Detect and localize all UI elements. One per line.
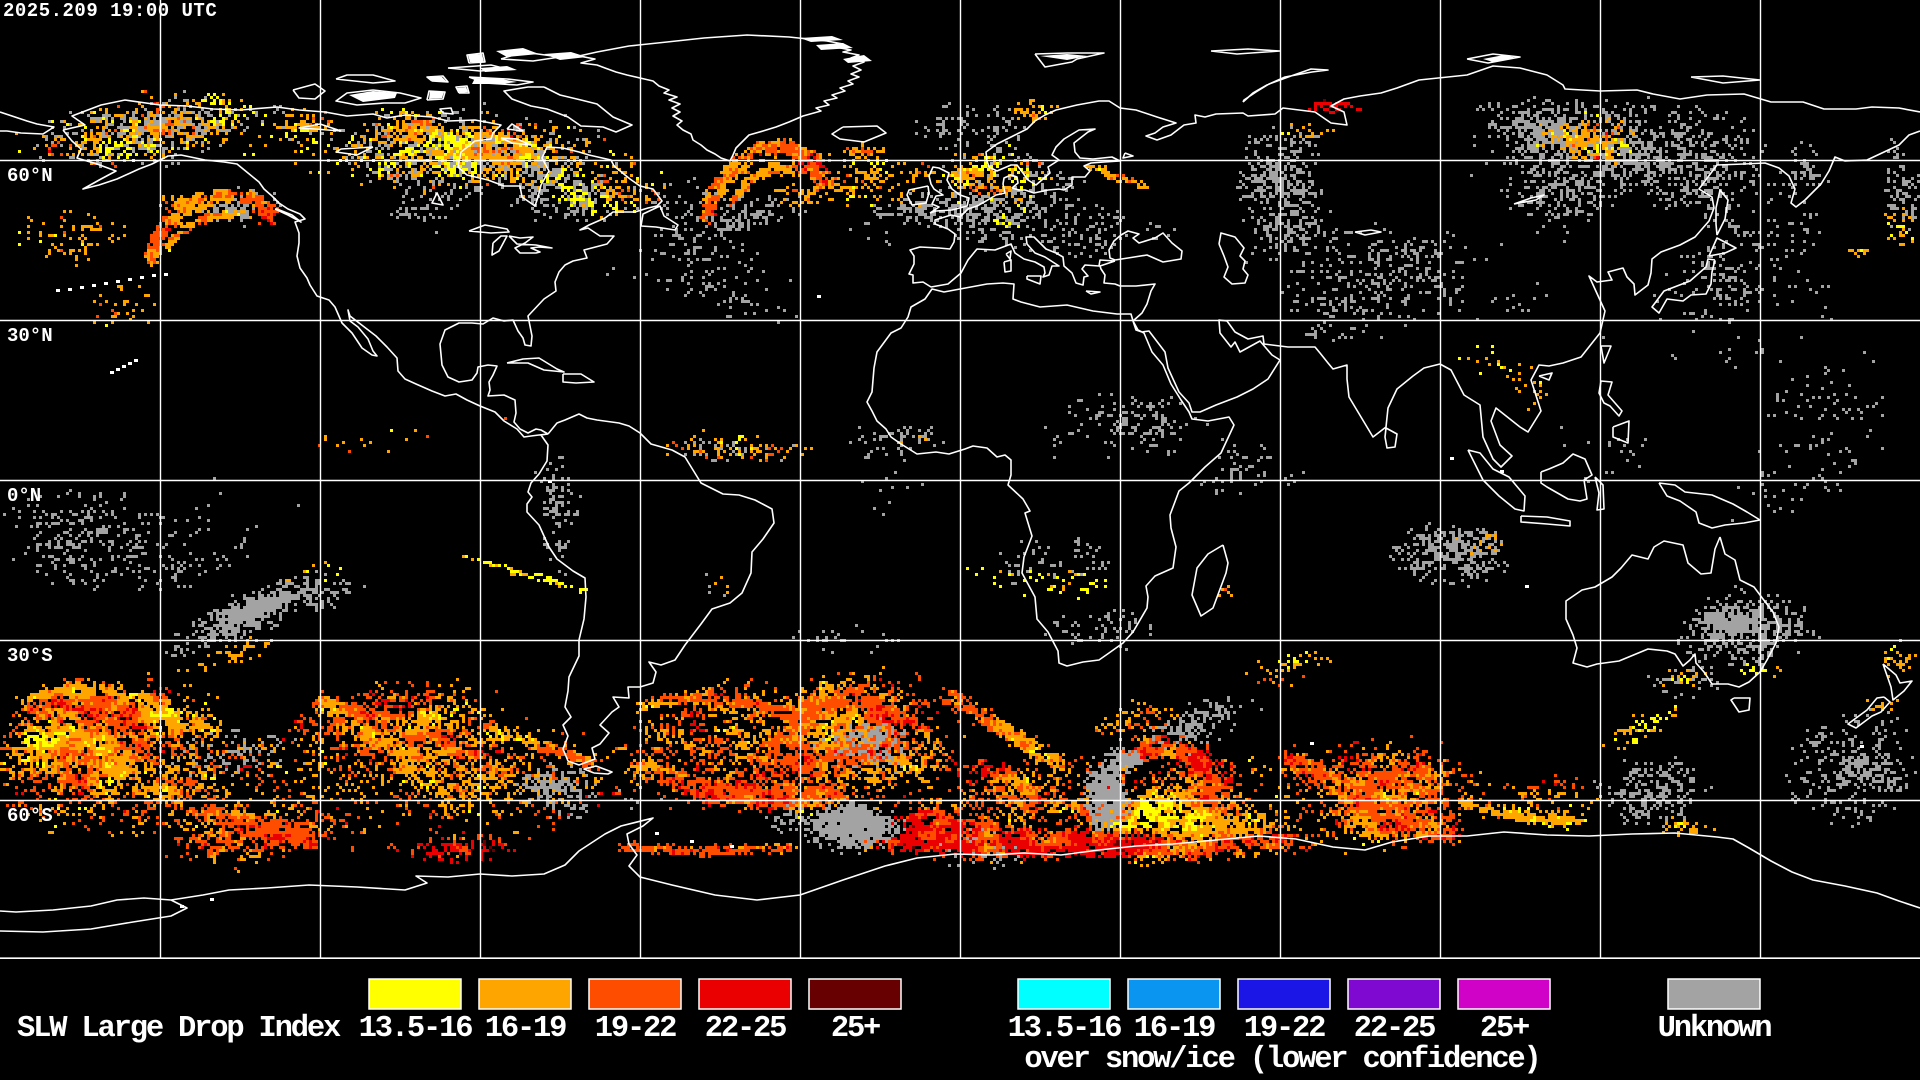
- svg-text:0°N: 0°N: [7, 485, 41, 507]
- svg-text:over snow/ice (lower confidenc: over snow/ice (lower confidence): [1024, 1043, 1539, 1077]
- svg-text:60°N: 60°N: [7, 165, 53, 187]
- svg-text:Unknown: Unknown: [1658, 1012, 1772, 1046]
- svg-text:16-19: 16-19: [485, 1012, 566, 1046]
- svg-text:30°N: 30°N: [7, 325, 53, 347]
- svg-text:25+: 25+: [1480, 1012, 1529, 1046]
- svg-text:30°S: 30°S: [7, 645, 53, 667]
- svg-text:25+: 25+: [831, 1012, 880, 1046]
- svg-text:13.5-16: 13.5-16: [359, 1012, 473, 1046]
- svg-text:22-25: 22-25: [705, 1012, 786, 1046]
- svg-text:60°S: 60°S: [7, 805, 53, 827]
- svg-text:13.5-16: 13.5-16: [1008, 1012, 1122, 1046]
- svg-text:2025.209 19:00 UTC: 2025.209 19:00 UTC: [3, 0, 217, 22]
- svg-text:16-19: 16-19: [1134, 1012, 1215, 1046]
- svg-text:22-25: 22-25: [1354, 1012, 1435, 1046]
- svg-text:19-22: 19-22: [595, 1012, 676, 1046]
- svg-text:19-22: 19-22: [1244, 1012, 1325, 1046]
- svg-text:SLW Large Drop Index: SLW Large Drop Index: [17, 1012, 341, 1046]
